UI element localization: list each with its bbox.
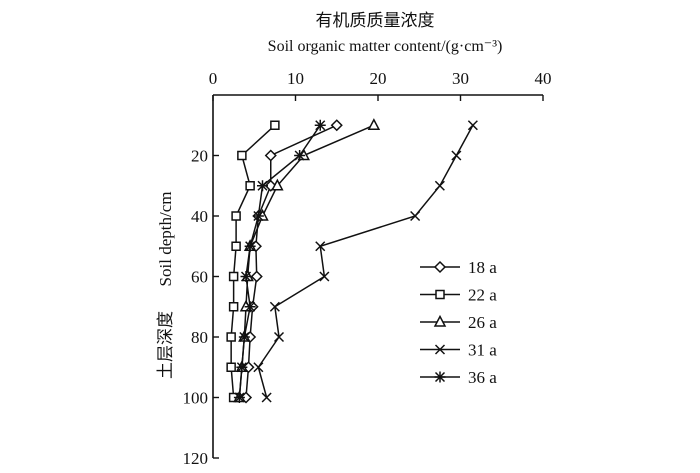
- legend-item: 31 a: [420, 341, 497, 360]
- data-point: [257, 180, 268, 192]
- data-point: [231, 241, 241, 251]
- legend-label: 26 a: [468, 313, 497, 332]
- x-tick-label: 0: [209, 69, 218, 88]
- legend-label: 22 a: [468, 286, 497, 305]
- legend-marker: [434, 344, 446, 355]
- data-point: [314, 119, 326, 131]
- data-point: [264, 149, 277, 162]
- data-point: [315, 241, 326, 252]
- x-tick-label: 20: [370, 69, 387, 88]
- legend-item: 18 a: [420, 258, 497, 277]
- data-point: [236, 361, 248, 373]
- x-tick-label: 30: [452, 69, 469, 88]
- y-tick-label: 20: [191, 147, 208, 166]
- y-axis-label-en: Soil depth/cm: [156, 192, 175, 287]
- data-point: [245, 181, 255, 191]
- legend-label: 18 a: [468, 258, 497, 277]
- series-line: [230, 124, 276, 398]
- legend-item: 22 a: [420, 286, 497, 305]
- legend-marker: [433, 314, 447, 327]
- legend-item: 36 a: [420, 368, 497, 387]
- series-line: [238, 124, 375, 398]
- y-tick-label: 120: [183, 449, 209, 468]
- data-point: [238, 331, 250, 343]
- y-tick-label: 60: [191, 268, 208, 287]
- data-point: [228, 271, 239, 282]
- data-point: [451, 150, 462, 161]
- y-tick-label: 40: [191, 207, 208, 226]
- legend-marker: [435, 289, 445, 300]
- data-point: [270, 120, 280, 130]
- series-line: [257, 124, 474, 398]
- data-point: [273, 331, 285, 343]
- data-point: [240, 271, 252, 282]
- data-point: [253, 362, 264, 373]
- chart-title-cn: 有机质质量浓度: [316, 11, 435, 31]
- chart-title-en: Soil organic matter content/(g·cm⁻³): [268, 38, 503, 55]
- data-point: [233, 392, 245, 403]
- series-line: [245, 124, 338, 398]
- legend-label: 36 a: [468, 368, 497, 387]
- data-point: [434, 180, 445, 191]
- data-point: [271, 178, 284, 191]
- series-layer: [226, 118, 478, 404]
- data-point: [367, 118, 381, 130]
- data-point: [294, 150, 306, 161]
- series-line: [238, 124, 321, 398]
- data-point: [261, 392, 272, 403]
- data-point: [244, 301, 256, 313]
- data-point: [410, 210, 421, 222]
- data-point: [467, 120, 478, 131]
- legend: 18 a 22 a 26 a 31 a 36 a: [420, 258, 497, 387]
- data-point: [252, 210, 264, 222]
- data-point: [226, 362, 236, 372]
- y-tick-label: 80: [191, 328, 208, 347]
- data-point: [269, 301, 280, 312]
- series-4: [253, 120, 478, 403]
- data-point: [330, 119, 343, 132]
- data-point: [319, 271, 330, 282]
- legend-marker: [433, 260, 447, 274]
- data-point: [231, 211, 241, 221]
- data-point: [244, 240, 256, 252]
- series-5: [233, 119, 326, 403]
- x-tick-label: 40: [535, 69, 552, 88]
- y-axis-label-cn: 土层深度: [156, 311, 176, 379]
- axes: 0 10 20 30 40 20 40 60 80 100 120: [183, 69, 552, 468]
- legend-label: 31 a: [468, 341, 497, 360]
- data-point: [226, 332, 236, 342]
- data-point: [250, 270, 263, 283]
- y-tick-label: 100: [183, 389, 209, 408]
- legend-marker: [434, 371, 446, 383]
- data-point: [228, 302, 239, 312]
- legend-item: 26 a: [420, 313, 497, 332]
- data-point: [237, 150, 247, 161]
- x-tick-label: 10: [287, 69, 304, 88]
